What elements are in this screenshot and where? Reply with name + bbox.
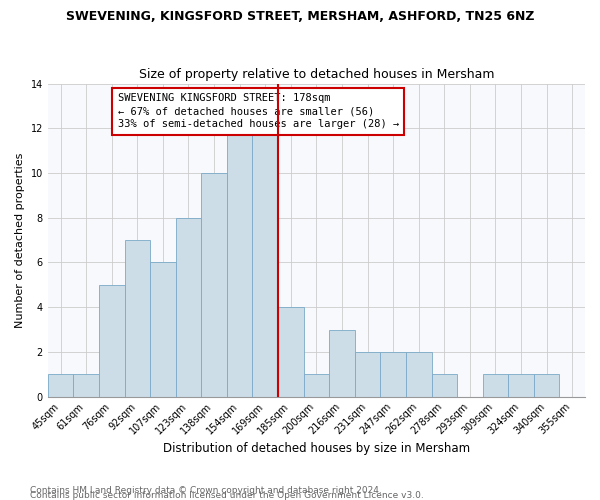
Bar bbox=[508, 374, 534, 396]
Bar bbox=[48, 374, 73, 396]
Bar bbox=[278, 307, 304, 396]
Bar bbox=[99, 285, 125, 397]
Bar bbox=[73, 374, 99, 396]
Bar bbox=[201, 173, 227, 396]
Bar bbox=[176, 218, 201, 396]
Bar bbox=[482, 374, 508, 396]
Text: SWEVENING, KINGSFORD STREET, MERSHAM, ASHFORD, TN25 6NZ: SWEVENING, KINGSFORD STREET, MERSHAM, AS… bbox=[66, 10, 534, 23]
Bar bbox=[534, 374, 559, 396]
Bar bbox=[355, 352, 380, 397]
Bar bbox=[380, 352, 406, 397]
Bar bbox=[253, 128, 278, 396]
Text: Contains HM Land Registry data © Crown copyright and database right 2024.: Contains HM Land Registry data © Crown c… bbox=[30, 486, 382, 495]
Text: SWEVENING KINGSFORD STREET: 178sqm
← 67% of detached houses are smaller (56)
33%: SWEVENING KINGSFORD STREET: 178sqm ← 67%… bbox=[118, 93, 399, 130]
Y-axis label: Number of detached properties: Number of detached properties bbox=[15, 152, 25, 328]
Bar bbox=[227, 128, 253, 396]
X-axis label: Distribution of detached houses by size in Mersham: Distribution of detached houses by size … bbox=[163, 442, 470, 455]
Title: Size of property relative to detached houses in Mersham: Size of property relative to detached ho… bbox=[139, 68, 494, 81]
Bar bbox=[304, 374, 329, 396]
Bar bbox=[406, 352, 431, 397]
Bar bbox=[431, 374, 457, 396]
Bar bbox=[150, 262, 176, 396]
Bar bbox=[125, 240, 150, 396]
Bar bbox=[329, 330, 355, 396]
Text: Contains public sector information licensed under the Open Government Licence v3: Contains public sector information licen… bbox=[30, 491, 424, 500]
